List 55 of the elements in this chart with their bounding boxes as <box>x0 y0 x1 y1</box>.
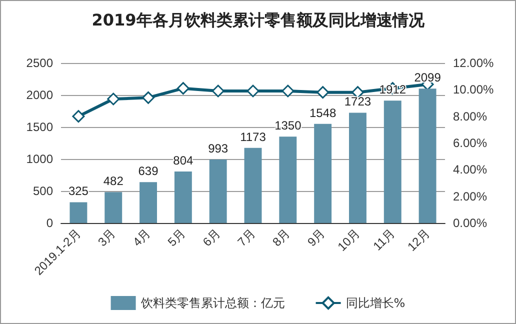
legend-label: 饮料类零售累计总额：亿元 <box>140 296 285 310</box>
y-tick-label: 1500 <box>26 120 54 134</box>
x-tick-label: 7月 <box>234 226 258 250</box>
bar <box>384 100 402 223</box>
point <box>107 92 120 106</box>
x-tick-label: 6月 <box>200 226 224 250</box>
data-label: 1548 <box>309 106 336 120</box>
y2-tick-label: 12.00% <box>453 56 494 70</box>
bar <box>279 136 297 223</box>
y2-tick-label: 4.00% <box>453 162 488 177</box>
data-label: 993 <box>208 141 228 156</box>
y2-tick-label: 0.00% <box>453 216 488 230</box>
y-tick-label: 2000 <box>26 88 54 102</box>
bar <box>418 88 436 223</box>
point <box>212 84 224 98</box>
bar <box>174 172 192 223</box>
data-label: 1723 <box>344 94 372 109</box>
y-tick-label: 2500 <box>26 56 54 70</box>
bar <box>209 159 227 223</box>
y2-tick-label: 10.00% <box>453 82 494 97</box>
point <box>282 84 294 98</box>
y-tick-label: 0 <box>46 216 54 230</box>
x-tick-label: 4月 <box>130 226 154 250</box>
y2-tick-label: 8.00% <box>453 109 488 124</box>
bar <box>314 124 332 223</box>
point <box>176 82 190 95</box>
data-label: 804 <box>173 154 194 168</box>
data-label: 482 <box>103 174 124 188</box>
y2-tick-label: 6.00% <box>453 136 488 150</box>
x-tick-label: 5月 <box>165 226 188 250</box>
bar <box>140 182 157 223</box>
bar <box>70 202 88 223</box>
data-label: 1173 <box>240 130 266 144</box>
point <box>142 91 155 104</box>
data-label: 1350 <box>274 118 302 133</box>
point <box>72 110 85 123</box>
legend-label: 同比增长% <box>346 296 406 310</box>
data-label: 639 <box>138 164 159 178</box>
bar <box>104 192 122 223</box>
y2-tick-label: 2.00% <box>453 189 488 204</box>
x-tick-label: 9月 <box>304 226 328 250</box>
chart-title: 2019年各月饮料类累计零售额及同比增速情况 <box>92 10 426 30</box>
bar <box>244 148 262 223</box>
point <box>246 84 260 98</box>
x-tick-label: 11月 <box>370 226 398 254</box>
bar <box>349 112 366 223</box>
point <box>316 86 330 99</box>
y-tick-label: 1000 <box>26 152 54 166</box>
x-tick-label: 10月 <box>334 226 363 254</box>
x-tick-label: 3月 <box>95 226 118 250</box>
x-tick-label: 8月 <box>270 226 293 250</box>
y-tick-label: 500 <box>32 184 54 198</box>
data-label: 325 <box>68 184 89 198</box>
data-label: 2099 <box>414 70 442 85</box>
x-tick-label: 12月 <box>404 226 432 254</box>
